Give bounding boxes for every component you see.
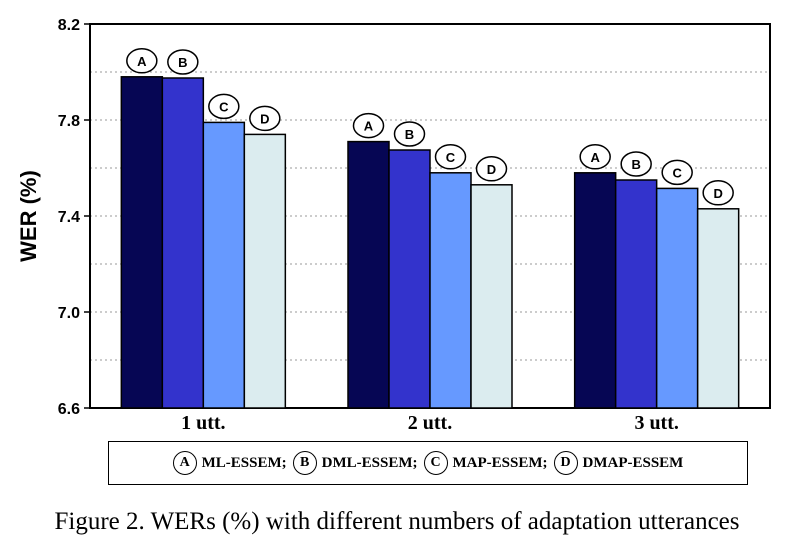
bar-tag-label: D [260, 111, 269, 126]
bar-tag-circle [126, 48, 158, 74]
bar-c [202, 121, 246, 409]
bar-c [655, 187, 699, 409]
bar-d [470, 184, 513, 409]
legend-label-c: MAP-ESSEM; [452, 454, 548, 471]
bar-a [347, 140, 390, 409]
legend-label-b: DML-ESSEM; [321, 454, 418, 471]
legend: A ML-ESSEM; B DML-ESSEM; C MAP-ESSEM; D … [108, 441, 748, 485]
bar-tag-circle [702, 180, 734, 206]
bar-tag-label: C [672, 165, 682, 180]
bar-tag-label: A [590, 150, 600, 165]
bar-tag-circle [579, 144, 611, 170]
bar-tag-label: B [178, 55, 187, 70]
legend-item-d: D DMAP-ESSEM [553, 451, 684, 475]
x-tick-label: 1 utt. [181, 412, 225, 434]
bar-tag-circle [208, 93, 240, 120]
bar-a [120, 76, 164, 409]
bar-tag-circle [620, 151, 652, 177]
bar-b [161, 77, 205, 409]
y-axis-label: WER (%) [16, 170, 41, 262]
bar-d [243, 133, 287, 409]
legend-badge-b: B [292, 451, 317, 475]
bar-tag-circle [249, 105, 281, 132]
bar-b [614, 179, 658, 409]
bar-tag-circle [434, 144, 467, 170]
legend-badge-c: C [423, 451, 448, 475]
x-tick-label: 3 utt. [634, 412, 678, 434]
y-tick-label: 7.8 [58, 113, 80, 130]
bar-tag-circle [661, 159, 693, 186]
bar-tag-label: D [487, 162, 496, 177]
bar-tag-label: A [364, 119, 374, 134]
bar-a [573, 172, 617, 409]
y-tick-label: 7.4 [58, 209, 80, 226]
bar-b [388, 149, 431, 409]
y-tick-label: 6.6 [58, 401, 80, 418]
legend-item-c: C MAP-ESSEM; [423, 451, 548, 475]
y-tick-label: 7.0 [58, 305, 80, 322]
bar-tag-label: A [137, 54, 147, 69]
legend-badge-d: D [553, 451, 578, 475]
legend-item-a: A ML-ESSEM; [172, 451, 287, 475]
y-tick-label: 8.2 [58, 17, 80, 34]
bar-tag-circle [352, 112, 385, 139]
bar-tag-circle [475, 156, 508, 182]
bar-c [429, 172, 472, 409]
bar-tag-label: B [405, 127, 414, 142]
bar-tag-label: C [446, 150, 456, 165]
bar-tag-label: C [219, 99, 229, 114]
legend-badge-a: A [172, 451, 197, 475]
legend-item-b: B DML-ESSEM; [292, 451, 418, 475]
bar-tag-label: B [631, 157, 640, 172]
bar-chart: 6.6 7.0 7.4 7.8 8.2 WER (%) A B C D 1 utt. A B C D 2 ut… [16, 17, 771, 434]
bar-tag-label: D [713, 186, 722, 201]
x-tick-label: 2 utt. [408, 412, 452, 434]
legend-label-a: ML-ESSEM; [201, 454, 287, 471]
figure-caption: Figure 2. WERs (%) with different number… [54, 508, 740, 535]
bar-tag-circle [393, 121, 426, 147]
bar-tag-circle [167, 49, 199, 75]
bar-d [696, 208, 740, 409]
legend-label-d: DMAP-ESSEM [582, 454, 684, 471]
